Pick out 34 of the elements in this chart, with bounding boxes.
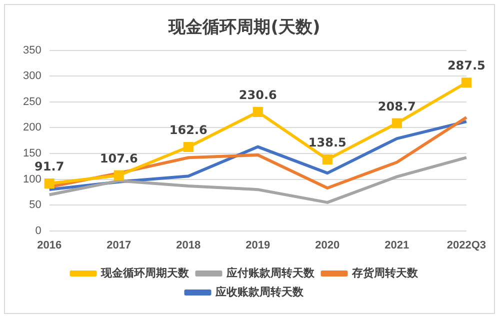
x-tick-label: 2020 [315, 239, 340, 252]
y-tick-label: 100 [22, 173, 42, 186]
x-tick-label: 2016 [37, 239, 62, 252]
y-tick-label: 350 [22, 44, 42, 56]
y-tick-label: 50 [29, 199, 42, 212]
x-tick-label: 2019 [246, 239, 270, 252]
data-label: 230.6 [238, 88, 277, 102]
point [392, 118, 402, 128]
point [44, 178, 54, 189]
y-tick-label: 0 [35, 224, 42, 237]
data-label: 287.5 [447, 58, 486, 73]
data-label: 138.5 [308, 136, 346, 150]
point [322, 154, 332, 164]
point [252, 106, 263, 117]
chart-title: 现金循环周期(天数) [168, 18, 320, 38]
legend-label: 现金循环周期天数 [100, 266, 190, 280]
data-label: 162.6 [169, 123, 208, 138]
y-tick-label: 150 [22, 148, 42, 160]
data-label: 107.6 [100, 151, 138, 166]
point [183, 142, 194, 152]
y-tick-label: 200 [22, 122, 42, 134]
y-tick-label: 300 [22, 70, 42, 82]
data-label: 208.7 [378, 99, 416, 114]
x-tick-label: 2022Q3 [446, 239, 486, 252]
legend-label: 应收账款周转天数 [214, 286, 304, 299]
point [461, 78, 472, 88]
x-tick-label: 2017 [106, 239, 132, 252]
x-tick-label: 2018 [176, 239, 201, 252]
data-label: 91.7 [34, 160, 64, 174]
point [114, 170, 124, 180]
x-tick-label: 2021 [384, 239, 410, 252]
legend-label: 应付账款周转天数 [225, 266, 316, 280]
legend-label: 存货周转天数 [350, 266, 419, 280]
y-tick-label: 250 [22, 96, 42, 108]
